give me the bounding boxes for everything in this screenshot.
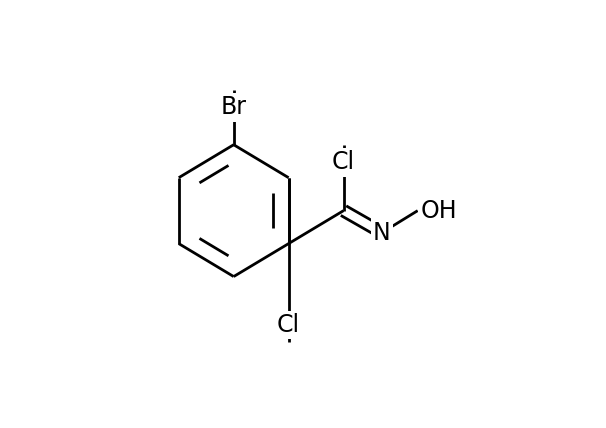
- Text: Cl: Cl: [332, 150, 355, 174]
- Text: Cl: Cl: [277, 313, 300, 337]
- Text: Br: Br: [221, 95, 247, 119]
- Text: OH: OH: [421, 199, 457, 223]
- Text: N: N: [373, 220, 391, 245]
